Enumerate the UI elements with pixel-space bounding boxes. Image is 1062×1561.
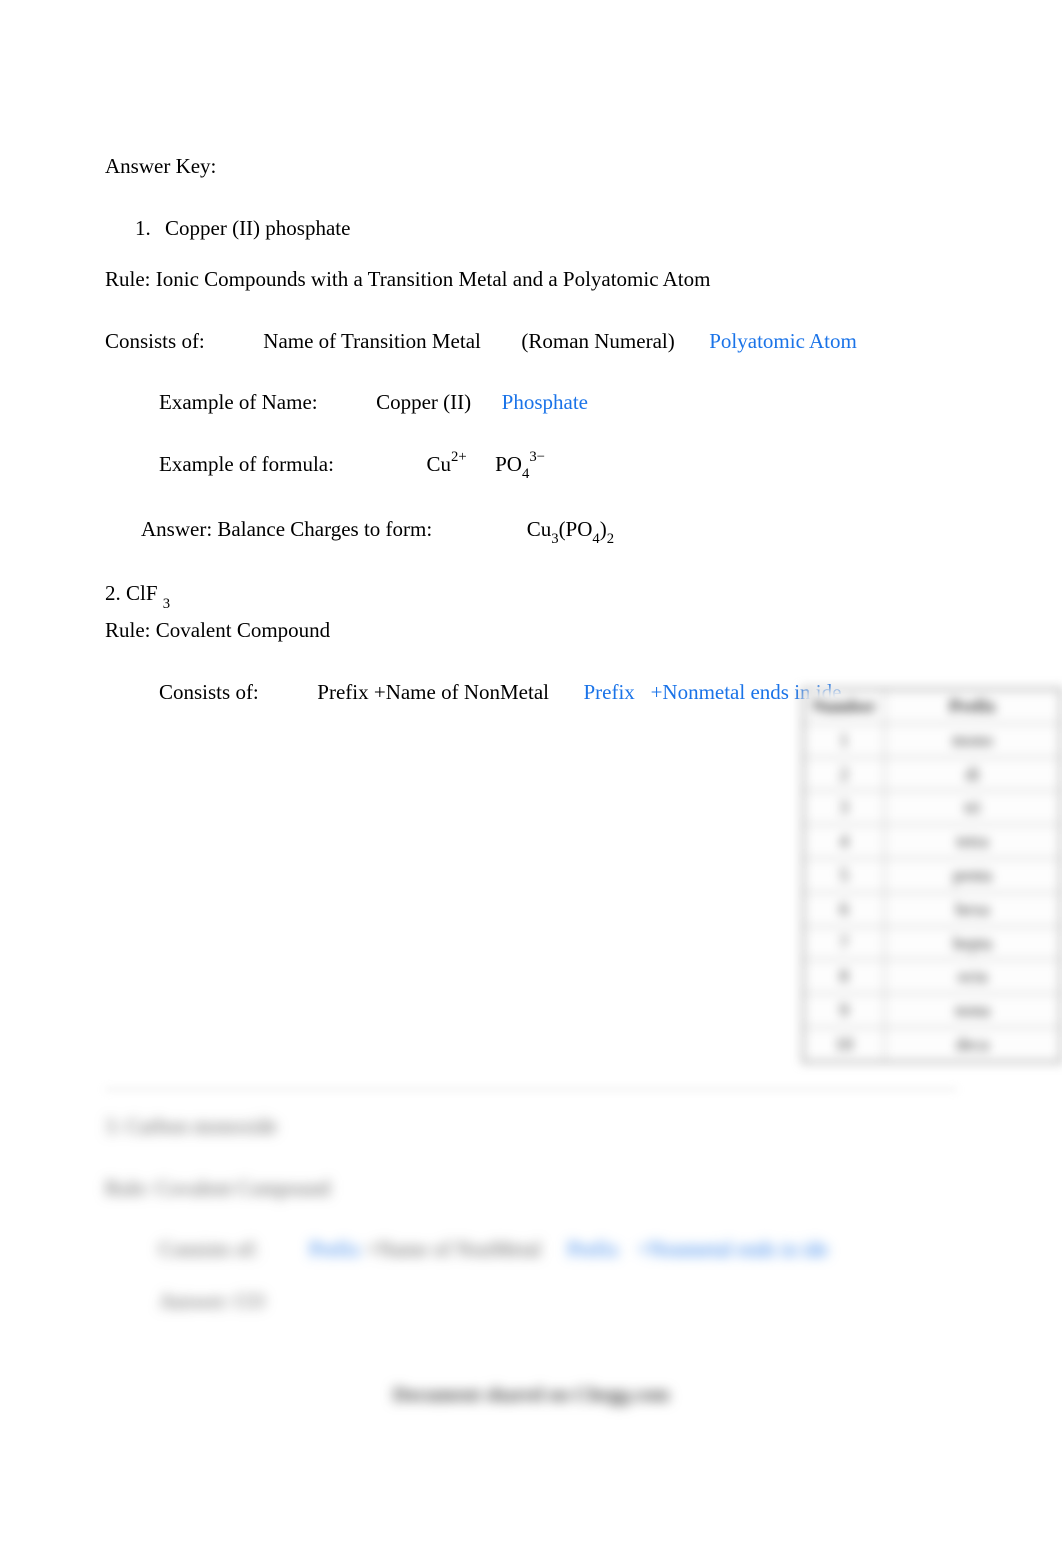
- answer-cu: Cu: [527, 517, 552, 541]
- consists-of-1: Consists of: Name of Transition Metal (R…: [105, 325, 957, 359]
- answer-po-sub: 4: [592, 531, 599, 547]
- blur-consists: Consists of: Prefix +Name of NonMetal Pr…: [105, 1233, 957, 1267]
- blurred-preview: 3. Carbon monoxide Rule: Covalent Compou…: [105, 1110, 957, 1318]
- consists-part1: Name of Transition Metal: [263, 329, 481, 353]
- polyatomic-atom-link[interactable]: Polyatomic Atom: [709, 329, 857, 353]
- prefix-table-body: NumberPrefix1mono2di3tri4tetra5penta6hex…: [803, 689, 1061, 1062]
- watermark-text: Document shared on Chegg.com: [105, 1379, 957, 1411]
- rule-1: Rule: Ionic Compounds with a Transition …: [105, 263, 957, 297]
- formula-cu: Cu: [426, 452, 451, 476]
- formula-po-sub: 4: [522, 466, 529, 482]
- phosphate-link[interactable]: Phosphate: [502, 390, 588, 414]
- consists2-label: Consists of:: [159, 680, 259, 704]
- answer-final-sub: 2: [607, 531, 614, 547]
- formula-po-charge: 3−: [529, 449, 545, 465]
- blur-c1: Prefix: [309, 1237, 360, 1261]
- example-name-row: Example of Name: Copper (II) Phosphate: [105, 386, 957, 420]
- answer-key-heading: Answer Key:: [105, 150, 957, 184]
- blur-consists-label: Consists of:: [159, 1237, 259, 1261]
- formula-cu-charge: 2+: [451, 449, 467, 465]
- blur-answer: Answer: CO: [105, 1285, 957, 1319]
- example-formula-row: Example of formula: Cu2+ PO43−: [105, 448, 957, 485]
- answer-row-1: Answer: Balance Charges to form: Cu3(PO4…: [105, 513, 957, 550]
- item-2-heading: 2. ClF 3: [105, 577, 957, 614]
- item-number: 1.: [135, 212, 165, 246]
- item-title: Copper (II) phosphate: [165, 212, 350, 246]
- list-item-1: 1. Copper (II) phosphate: [105, 212, 957, 246]
- formula-po: PO: [495, 452, 522, 476]
- prefix-link[interactable]: Prefix: [583, 680, 634, 704]
- blur-c2: +Name of NonMetal: [366, 1237, 541, 1261]
- consists-part2: (Roman Numeral): [521, 329, 674, 353]
- blur-c4: +Nonmetal ends in ide: [637, 1237, 828, 1261]
- example-name-part1: Copper (II): [376, 390, 471, 414]
- consists-label: Consists of:: [105, 329, 205, 353]
- item2-sub: 3: [163, 596, 170, 612]
- blur-c3: Prefix: [568, 1237, 619, 1261]
- answer-label: Answer: Balance Charges to form:: [141, 517, 432, 541]
- rule-2: Rule: Covalent Compound: [105, 614, 957, 648]
- answer-open: (PO: [559, 517, 593, 541]
- answer-cu-sub: 3: [551, 531, 558, 547]
- answer-close: ): [600, 517, 607, 541]
- example-formula-label: Example of formula:: [159, 452, 334, 476]
- consists2-part1: Prefix +Name of NonMetal: [317, 680, 549, 704]
- prefix-table: NumberPrefix1mono2di3tri4tetra5penta6hex…: [802, 688, 1062, 1063]
- item2-label: 2. ClF: [105, 581, 158, 605]
- example-name-label: Example of Name:: [159, 390, 318, 414]
- blur-item3: 3. Carbon monoxide: [105, 1110, 957, 1144]
- blur-rule3: Rule: Covalent Compound: [105, 1172, 957, 1206]
